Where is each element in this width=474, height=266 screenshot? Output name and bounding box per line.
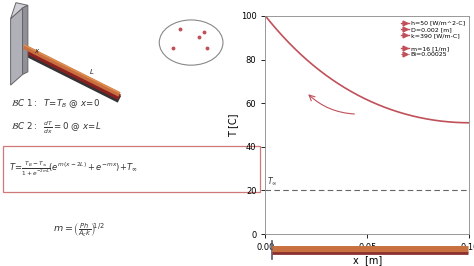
Text: L: L [90, 69, 94, 76]
Bar [3, 146, 260, 192]
Polygon shape [23, 5, 28, 74]
Y-axis label: T [C]: T [C] [228, 113, 238, 137]
Text: $m = \left(\frac{Ph}{A_c k}\right)^{\!\!1/2}$: $m = \left(\frac{Ph}{A_c k}\right)^{\!\!… [53, 222, 105, 240]
Text: $T\!=\!\frac{T_B - T_\infty}{1 + e^{-2mL}}\!\left(e^{m(x-2L)} + e^{-mx}\right)\!: $T\!=\!\frac{T_B - T_\infty}{1 + e^{-2mL… [9, 160, 138, 178]
X-axis label: x  [m]: x [m] [353, 255, 382, 265]
Text: $\mathcal{B}C\ 1\mathrm{:}\ \ T\!=\!T_B\ @\ x\!=\!0$: $\mathcal{B}C\ 1\mathrm{:}\ \ T\!=\!T_B\… [10, 98, 100, 110]
Polygon shape [10, 3, 28, 19]
Polygon shape [10, 8, 23, 85]
Text: $T_\infty$: $T_\infty$ [267, 176, 278, 187]
Legend: h=50 [W/m^2-C], D=0.002 [m], k=390 [W/m-C], , m=16 [1/m], Bi=0.00025: h=50 [W/m^2-C], D=0.002 [m], k=390 [W/m-… [400, 19, 466, 59]
Text: x: x [35, 48, 39, 54]
Text: $\mathcal{B}C\ 2\mathrm{:}\ \ \frac{dT}{dx}=0\ @\ x\!=\!L$: $\mathcal{B}C\ 2\mathrm{:}\ \ \frac{dT}{… [10, 120, 101, 136]
